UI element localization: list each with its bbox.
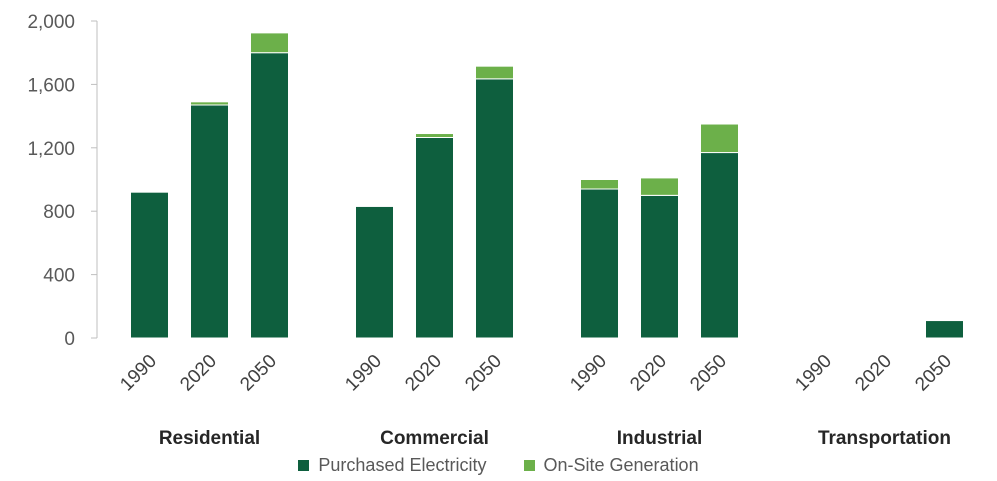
bar-commercial-2020-on-site-generation xyxy=(415,133,454,138)
x-tick-label: 2020 xyxy=(401,351,446,396)
x-tick-label: 2050 xyxy=(686,351,731,396)
y-tick-label: 1,600 xyxy=(27,75,75,96)
legend-label-purchased-electricity: Purchased Electricity xyxy=(318,455,487,475)
y-tick-label: 2,000 xyxy=(27,12,75,33)
x-tick-label: 1990 xyxy=(341,351,386,396)
x-tick-label: 2050 xyxy=(236,351,281,396)
legend: Purchased Electricity On-Site Generation xyxy=(0,455,997,476)
x-tick-label: 1990 xyxy=(566,351,611,396)
bar-industrial-2050-purchased-electricity xyxy=(700,152,739,339)
group-label-industrial: Industrial xyxy=(617,428,703,449)
y-axis: 0 400 800 1,200 1,600 2,000 xyxy=(27,12,98,350)
bar-industrial-2050-on-site-generation xyxy=(700,123,739,154)
bar-transportation-2050-purchased-electricity xyxy=(925,320,964,339)
x-tick-label: 2020 xyxy=(851,351,896,396)
x-tick-label: 1990 xyxy=(791,351,836,396)
bar-residential-2020-purchased-electricity xyxy=(190,104,229,339)
bar-commercial-2050-purchased-electricity xyxy=(475,78,514,339)
legend-swatch-purchased-electricity xyxy=(298,460,310,471)
bar-industrial-1990-on-site-generation xyxy=(580,179,619,190)
bar-commercial-2050-on-site-generation xyxy=(475,65,514,80)
bar-commercial-2020-purchased-electricity xyxy=(415,136,454,339)
x-tick-label: 2020 xyxy=(176,351,221,396)
bar-industrial-2020-on-site-generation xyxy=(640,177,679,196)
legend-item-on-site-generation: On-Site Generation xyxy=(523,455,699,476)
bars xyxy=(130,32,964,339)
chart-svg: 0 400 800 1,200 1,600 2,000 1990 2020 2050 Resid… xyxy=(27,12,964,449)
y-tick-label: 400 xyxy=(43,266,75,287)
bar-industrial-2020-purchased-electricity xyxy=(640,194,679,339)
bar-residential-2050-purchased-electricity xyxy=(250,52,289,339)
bar-industrial-1990-purchased-electricity xyxy=(580,188,619,339)
legend-label-on-site-generation: On-Site Generation xyxy=(543,455,699,475)
y-tick-label: 0 xyxy=(64,329,75,350)
bar-residential-1990-purchased-electricity xyxy=(130,191,169,339)
x-tick-label: 2050 xyxy=(461,351,506,396)
legend-item-purchased-electricity: Purchased Electricity xyxy=(298,455,486,476)
x-tick-label: 2020 xyxy=(626,351,671,396)
group-label-residential: Residential xyxy=(159,428,260,449)
x-axis-labels: 1990 2020 2050 Residential 1990 2020 2050 Comme… xyxy=(116,351,956,449)
group-label-commercial: Commercial xyxy=(380,428,489,449)
bar-commercial-1990-purchased-electricity xyxy=(355,205,394,339)
bar-residential-2020-on-site-generation xyxy=(190,101,229,106)
y-tick-label: 1,200 xyxy=(27,139,75,160)
y-tick-label: 800 xyxy=(43,202,75,223)
x-tick-label: 2050 xyxy=(911,351,956,396)
group-label-transportation: Transportation xyxy=(818,428,951,449)
legend-swatch-on-site-generation xyxy=(523,460,535,471)
bar-residential-2050-on-site-generation xyxy=(250,32,289,54)
x-tick-label: 1990 xyxy=(116,351,161,396)
